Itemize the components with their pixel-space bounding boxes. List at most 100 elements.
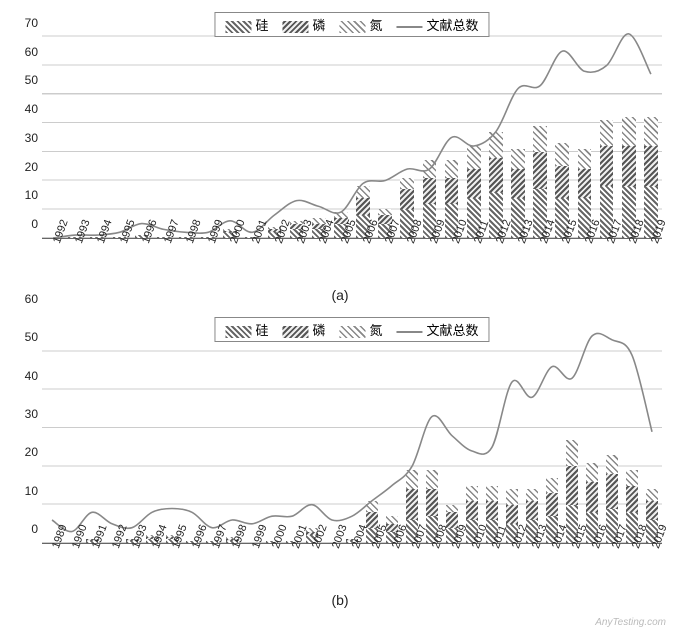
bar-segment-n (622, 117, 636, 146)
y-tick: 20 (25, 445, 38, 459)
bar-segment-p (555, 166, 569, 198)
y-tick: 50 (25, 73, 38, 87)
bar-segment-p (606, 474, 618, 509)
bar-segment-p (467, 169, 481, 198)
legend-item: 硅 (225, 320, 268, 339)
bar-segment-n (533, 126, 547, 152)
legend-swatch (225, 326, 251, 338)
bar-segment-n (586, 463, 598, 482)
bar-segment-p (533, 152, 547, 189)
legend-label: 磷 (312, 18, 325, 33)
bar-segment-p (486, 501, 498, 520)
bar-segment-p (445, 178, 459, 204)
bars-layer (42, 313, 662, 543)
bar-segment-p (366, 512, 378, 527)
bar-segment-p (644, 146, 658, 186)
bar-segment-n (646, 489, 658, 501)
bar-segment-p (646, 501, 658, 520)
bar-segment-p (426, 489, 438, 516)
legend-label: 氮 (370, 323, 383, 338)
y-tick: 10 (25, 484, 38, 498)
bar-segment-p (400, 189, 414, 209)
bar-segment-p (626, 486, 638, 513)
y-tick: 30 (25, 131, 38, 145)
plot-area: 硅磷氮文献总数 (42, 313, 662, 544)
bar-segment-p (600, 146, 614, 186)
bar-segment-n (366, 501, 378, 513)
legend-swatch (282, 21, 308, 33)
bar-segment-n (486, 486, 498, 501)
y-tick: 20 (25, 160, 38, 174)
bar-segment-n (489, 132, 503, 158)
bar-segment-p (489, 158, 503, 193)
y-tick: 80 (25, 0, 38, 1)
bar-segment-n (566, 440, 578, 467)
legend: 硅磷氮文献总数 (214, 317, 489, 342)
legend-item: 磷 (282, 15, 325, 34)
bar-segment-p (586, 482, 598, 513)
bar-segment-n (626, 470, 638, 485)
legend-line-swatch (397, 331, 423, 333)
legend-item: 氮 (340, 15, 383, 34)
y-axis: 01020304050607080 (8, 8, 42, 238)
bar-segment-p (446, 512, 458, 527)
bar-segment-p (423, 178, 437, 204)
bars-layer (42, 8, 662, 238)
bar-segment-p (578, 169, 592, 198)
bar-segment-n (606, 455, 618, 474)
bar-segment-n (386, 516, 398, 524)
bar-segment-p (511, 169, 525, 198)
legend-label: 磷 (312, 323, 325, 338)
bar-segment-n (426, 470, 438, 489)
bar-segment-p (566, 466, 578, 504)
bar-segment-n (578, 149, 592, 169)
bar-segment-n (400, 178, 414, 190)
bar-segment-n (555, 143, 569, 166)
bar-segment-n (644, 117, 658, 146)
y-tick: 40 (25, 102, 38, 116)
legend-item: 硅 (225, 15, 268, 34)
y-axis: 0102030405060 (8, 313, 42, 543)
legend-swatch (340, 326, 366, 338)
bar-segment-p (506, 505, 518, 524)
caption-b: (b) (8, 592, 672, 608)
bar-segment-p (622, 146, 636, 186)
bar-segment-p (526, 501, 538, 520)
bar-segment-p (466, 501, 478, 520)
bar-segment-n (546, 478, 558, 493)
bar-segment-p (356, 198, 370, 215)
x-axis: 1992199319941995199619971998199920002001… (42, 239, 662, 283)
bar-segment-p (546, 493, 558, 516)
bar-segment-n (466, 486, 478, 501)
bar-segment-n (600, 120, 614, 146)
y-tick: 0 (31, 522, 38, 536)
bar-segment-n (406, 470, 418, 489)
y-tick: 40 (25, 369, 38, 383)
plot-area: 硅 磷 氮文献总数 (42, 8, 662, 239)
legend: 硅 磷 氮文献总数 (214, 12, 489, 37)
bar-segment-n (467, 146, 481, 169)
legend-swatch (225, 21, 251, 33)
legend-item-line: 文献总数 (397, 15, 479, 34)
legend-swatch (340, 21, 366, 33)
y-tick: 60 (25, 292, 38, 306)
y-tick: 30 (25, 407, 38, 421)
bar-segment-n (506, 489, 518, 504)
y-tick: 50 (25, 330, 38, 344)
bar-segment-n (356, 186, 370, 198)
chart: 0102030405060硅磷氮文献总数19891990199119921993… (8, 313, 672, 588)
legend-label: 氮 (370, 18, 383, 33)
bar-segment-n (446, 505, 458, 513)
legend-label: 硅 (255, 323, 268, 338)
legend-item: 磷 (282, 320, 325, 339)
bar-segment-n (423, 160, 437, 177)
bar-segment-n (511, 149, 525, 169)
legend-item: 氮 (340, 320, 383, 339)
bar-segment-p (406, 489, 418, 520)
caption-a: (a) (8, 287, 672, 303)
chart: 01020304050607080硅磷氮文献总数1992199319941995… (8, 8, 672, 283)
y-tick: 70 (25, 16, 38, 30)
legend-swatch (282, 326, 308, 338)
legend-label: 硅 (255, 18, 268, 33)
bar-segment-n (526, 489, 538, 501)
